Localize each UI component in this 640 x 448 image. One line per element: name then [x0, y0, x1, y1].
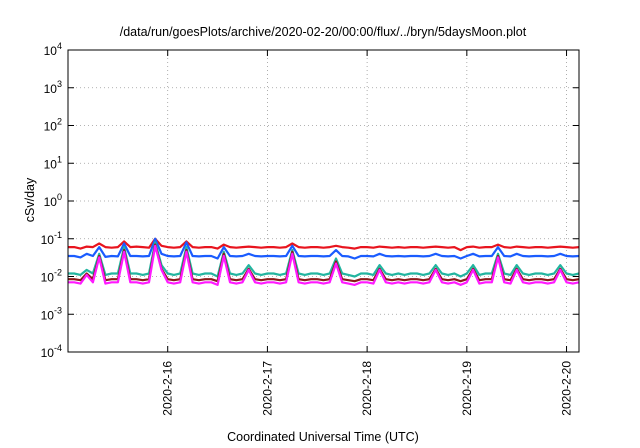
series-line-1: [68, 237, 580, 252]
x-axis-label: Coordinated Universal Time (UTC): [227, 430, 419, 444]
y-tick-label: 101: [44, 154, 62, 171]
y-tick-label: 10-2: [41, 268, 62, 285]
chart-title: /data/run/goesPlots/archive/2020-02-20/0…: [120, 25, 527, 39]
x-tick-label: 2020-2-16: [161, 361, 175, 416]
series-line-5: [68, 244, 580, 286]
axis-ticks: 10-4 10-3 10-2 10-1 100 101 102 103 104 2020-2-16…: [41, 41, 579, 416]
y-tick-label: 10-4: [41, 343, 62, 360]
data-series: [68, 237, 580, 286]
y-tick-label: 10-1: [41, 230, 62, 247]
y-tick-label: 10-3: [41, 305, 62, 322]
y-tick-label: 102: [44, 117, 62, 134]
y-axis-label: cSv/day: [23, 177, 37, 222]
x-tick-label: 2020-2-19: [460, 361, 474, 416]
y-tick-label: 103: [44, 79, 62, 96]
x-tick-label: 2020-2-18: [360, 361, 374, 416]
y-tick-label: 100: [44, 192, 62, 209]
x-tick-label: 2020-2-17: [260, 361, 274, 416]
y-tick-label: 104: [44, 41, 62, 58]
grid-lines: [68, 50, 579, 352]
series-line-2: [68, 237, 580, 260]
x-tick-label: 2020-2-20: [560, 361, 574, 416]
